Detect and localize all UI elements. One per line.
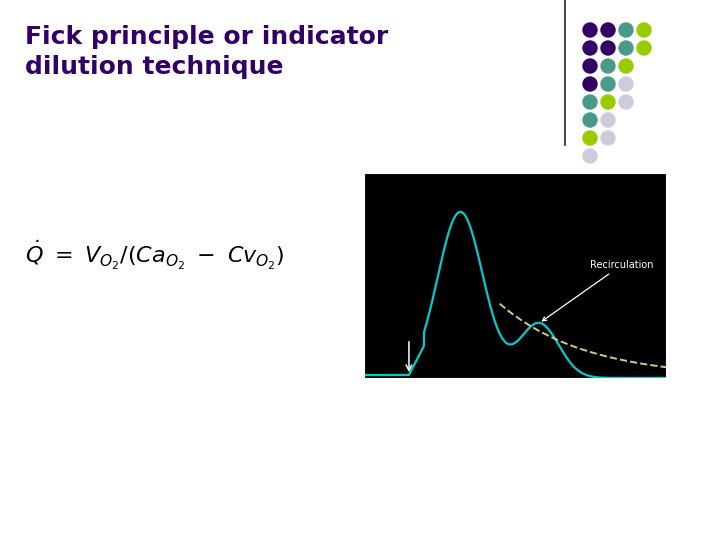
Circle shape <box>583 41 597 55</box>
Circle shape <box>583 59 597 73</box>
Y-axis label: Concentration: Concentration <box>351 241 361 310</box>
Text: Fick principle or indicator
dilution technique: Fick principle or indicator dilution tec… <box>25 25 388 79</box>
Circle shape <box>583 77 597 91</box>
Circle shape <box>619 59 633 73</box>
Circle shape <box>619 77 633 91</box>
Circle shape <box>601 41 615 55</box>
Circle shape <box>601 59 615 73</box>
Circle shape <box>583 95 597 109</box>
Text: $\dot{Q}\ =\ V_{O_2}/(Ca_{O_2}\ -\ Cv_{O_2})$: $\dot{Q}\ =\ V_{O_2}/(Ca_{O_2}\ -\ Cv_{O… <box>25 239 284 272</box>
Circle shape <box>619 23 633 37</box>
Circle shape <box>601 95 615 109</box>
Circle shape <box>601 23 615 37</box>
Circle shape <box>637 41 651 55</box>
Circle shape <box>583 23 597 37</box>
X-axis label: Time: Time <box>503 381 527 391</box>
Circle shape <box>583 113 597 127</box>
Circle shape <box>619 95 633 109</box>
Text: Recirculation: Recirculation <box>542 260 654 321</box>
Circle shape <box>601 113 615 127</box>
Circle shape <box>601 131 615 145</box>
Circle shape <box>583 149 597 163</box>
Circle shape <box>601 77 615 91</box>
Circle shape <box>637 23 651 37</box>
Circle shape <box>619 41 633 55</box>
Circle shape <box>583 131 597 145</box>
